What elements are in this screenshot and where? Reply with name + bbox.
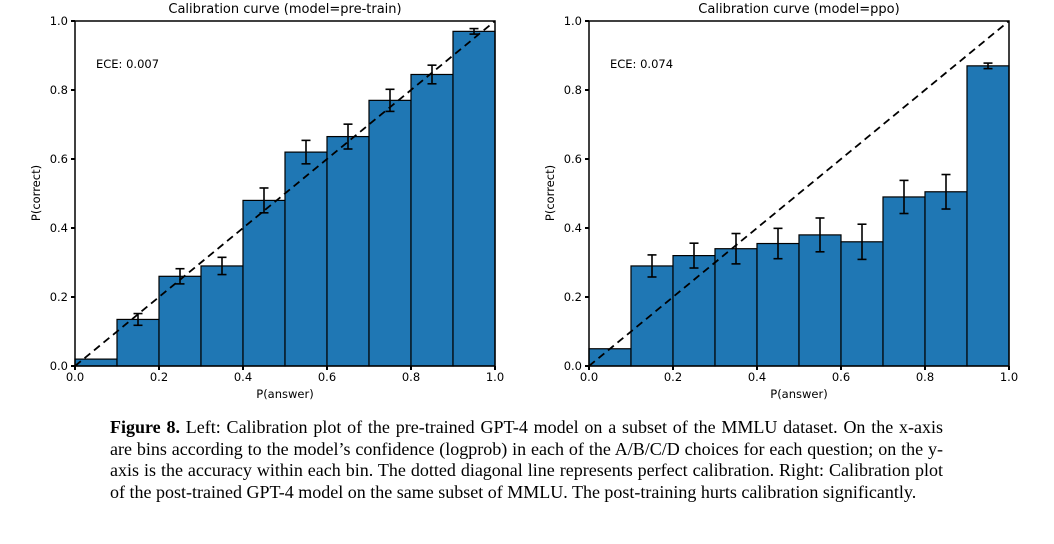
bar [452, 30, 496, 367]
bar [74, 358, 118, 367]
bar [410, 73, 454, 367]
x-tick-label: 1.0 [485, 370, 505, 384]
plot-frame [588, 20, 1010, 367]
x-tick-label: 0.8 [915, 370, 935, 384]
bar [158, 275, 202, 367]
bar [326, 135, 370, 367]
figure-caption: Figure 8. Left: Calibration plot of the … [110, 417, 943, 503]
plot-svg [588, 20, 1010, 367]
x-tick-label: 0.2 [663, 370, 683, 384]
x-tick [1008, 366, 1010, 370]
perfect-calibration-line [74, 20, 496, 367]
bar [284, 151, 328, 367]
x-tick-label: 0.8 [401, 370, 421, 384]
plot-svg [74, 20, 496, 367]
y-tick [585, 20, 589, 22]
x-tick-label: 0.4 [233, 370, 253, 384]
y-tick [585, 365, 589, 367]
y-tick-label: 0.6 [563, 152, 582, 166]
y-tick-label: 0.8 [563, 83, 582, 97]
x-tick [588, 366, 590, 370]
y-tick [71, 20, 75, 22]
x-tick [672, 366, 674, 370]
y-tick-label: 1.0 [563, 14, 582, 28]
bar [840, 241, 884, 367]
y-tick [585, 158, 589, 160]
x-tick-label: 0.6 [317, 370, 337, 384]
chart-title: Calibration curve (model=ppo) [698, 2, 900, 17]
bar [630, 265, 674, 367]
x-tick [924, 366, 926, 370]
y-tick-label: 1.0 [49, 14, 68, 28]
plot-area: ECE: 0.007 [74, 20, 496, 367]
bar [672, 255, 716, 367]
x-tick [494, 366, 496, 370]
y-tick-label: 0.4 [563, 221, 582, 235]
x-tick-label: 0.0 [579, 370, 599, 384]
ece-annotation: ECE: 0.074 [610, 57, 674, 71]
x-axis-label: P(answer) [256, 387, 314, 401]
y-tick-label: 0.0 [49, 359, 68, 373]
x-tick [74, 366, 76, 370]
figure-caption-text: Left: Calibration plot of the pre-traine… [110, 417, 944, 502]
y-tick-label: 0.6 [49, 152, 68, 166]
y-tick-label: 0.8 [49, 83, 68, 97]
y-tick [585, 89, 589, 91]
calibration-chart-ppo: Calibration curve (model=ppo) ECE: 0.074… [514, 0, 1054, 412]
y-tick [585, 227, 589, 229]
x-tick-label: 0.6 [831, 370, 851, 384]
y-tick-label: 0.2 [563, 290, 582, 304]
y-tick-label: 0.0 [563, 359, 582, 373]
bar [588, 348, 632, 367]
y-tick [71, 365, 75, 367]
figure-caption-label: Figure 8. [110, 417, 180, 437]
y-tick [585, 296, 589, 298]
y-tick [71, 158, 75, 160]
y-axis-label: P(correct) [29, 164, 43, 222]
y-tick-label: 0.4 [49, 221, 68, 235]
bar [798, 234, 842, 367]
bar [924, 191, 968, 367]
bar [966, 65, 1010, 367]
bar [368, 99, 412, 367]
ece-annotation: ECE: 0.007 [96, 57, 160, 71]
x-tick [158, 366, 160, 370]
bar [242, 199, 286, 367]
x-tick [326, 366, 328, 370]
y-tick [71, 227, 75, 229]
bar [882, 196, 926, 367]
chart-title: Calibration curve (model=pre-train) [168, 2, 402, 17]
y-tick [71, 296, 75, 298]
x-tick [410, 366, 412, 370]
plot-area: ECE: 0.074 [588, 20, 1010, 367]
y-tick-label: 0.2 [49, 290, 68, 304]
bar [756, 242, 800, 367]
bar [714, 248, 758, 367]
x-tick-label: 0.4 [747, 370, 767, 384]
perfect-calibration-line [588, 20, 1010, 367]
calibration-chart-pretrain: Calibration curve (model=pre-train) ECE:… [0, 0, 527, 412]
x-tick [756, 366, 758, 370]
x-tick-label: 1.0 [999, 370, 1019, 384]
x-axis-label: P(answer) [770, 387, 828, 401]
x-tick [242, 366, 244, 370]
bar [116, 318, 160, 367]
x-tick-label: 0.0 [65, 370, 85, 384]
x-tick [840, 366, 842, 370]
bar [200, 265, 244, 367]
plot-frame [74, 20, 496, 367]
y-tick [71, 89, 75, 91]
y-axis-label: P(correct) [543, 164, 557, 222]
x-tick-label: 0.2 [149, 370, 169, 384]
